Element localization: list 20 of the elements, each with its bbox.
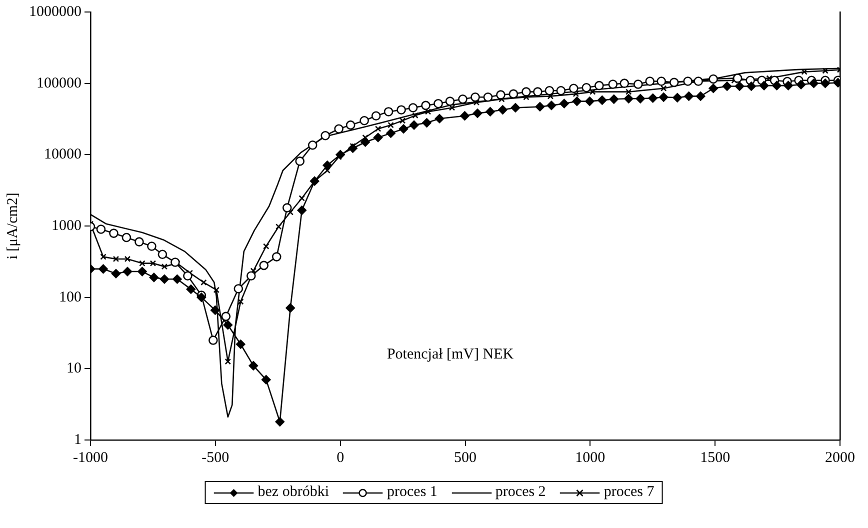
y-tick-label: 100 [59, 289, 82, 306]
legend-label: proces 7 [604, 484, 654, 501]
x-tick-label: 1000 [575, 450, 606, 466]
x-tick-label: 500 [454, 450, 476, 466]
x-tick-label: -1000 [73, 450, 108, 466]
y-tick-label: 1000000 [29, 4, 82, 20]
y-tick-label: 1 [74, 432, 82, 448]
x-axis-title: Potencjał [mV] NEK [386, 346, 514, 362]
legend-label: bez obróbki [258, 484, 330, 501]
legend-label: proces 2 [495, 484, 546, 501]
y-tick-label: 10 [66, 360, 82, 377]
y-axis-title: i [μA/cm2] [4, 192, 21, 260]
y-tick-label: 10000 [44, 146, 82, 163]
y-tick-label: 1000 [52, 218, 82, 234]
x-tick-label: 2000 [825, 450, 855, 466]
x-tick-label: -500 [202, 450, 230, 466]
y-tick-label: 100000 [36, 75, 82, 92]
legend-label: proces 1 [387, 484, 438, 501]
x-tick-label: 0 [336, 450, 344, 466]
x-tick-label: 1500 [700, 450, 730, 466]
